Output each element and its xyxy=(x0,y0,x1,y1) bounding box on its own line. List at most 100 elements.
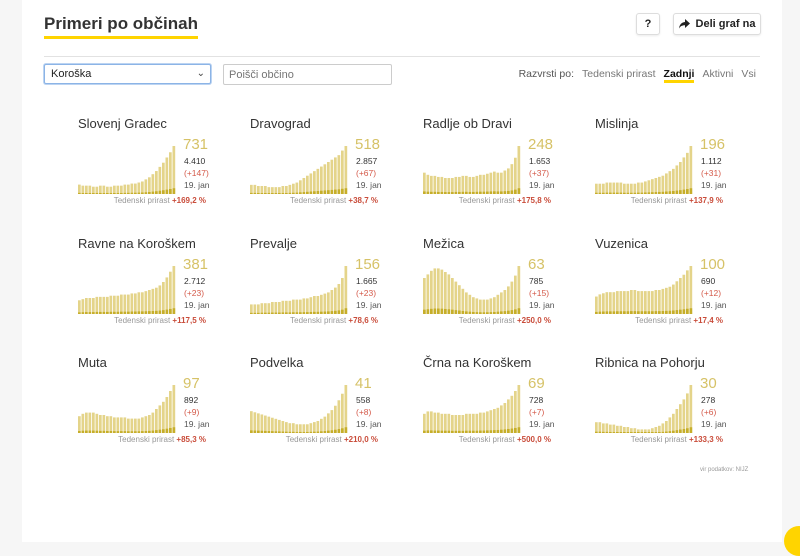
sparkline-bar-new xyxy=(644,311,647,314)
sparkline-bar xyxy=(486,173,489,194)
sparkline-bar-new xyxy=(130,431,134,433)
sparkline-bar-new xyxy=(496,429,500,433)
sparkline-bar xyxy=(278,419,281,433)
weekly-growth-label: Tedenski prirast xyxy=(458,316,515,325)
sparkline-bar xyxy=(644,291,647,314)
municipality-card[interactable]: Mislinja 196 1.112 (+31) 19. jan Tedenski pri… xyxy=(595,116,760,216)
municipality-card[interactable]: Vuzenica 100 690 (+12) 19. jan Tedenski prira… xyxy=(595,236,760,336)
sparkline-bar-new xyxy=(619,311,623,314)
sparkline-bar xyxy=(465,175,468,194)
sparkline-bar-new xyxy=(169,188,172,194)
sparkline-bar xyxy=(619,182,623,194)
sparkline-bar-new xyxy=(465,191,468,194)
municipality-card[interactable]: Ribnica na Pohorju 30 278 (+6) 19. jan Tedens… xyxy=(595,355,760,455)
sparkline-bar xyxy=(430,175,433,194)
sparkline-chart xyxy=(78,385,176,433)
sparkline-bar xyxy=(682,399,686,433)
sparkline-bar-new xyxy=(341,188,344,194)
sparkline-bar-new xyxy=(503,191,507,194)
sparkline-bar xyxy=(602,293,605,314)
sparkline-bar-new xyxy=(165,428,169,433)
last-date: 19. jan xyxy=(356,419,382,429)
sparkline-bar xyxy=(120,185,123,194)
sparkline-bar xyxy=(81,299,85,314)
corner-badge[interactable] xyxy=(784,526,800,556)
sparkline-bar xyxy=(344,266,348,314)
sparkline-bar xyxy=(661,175,665,194)
sparkline-bar xyxy=(689,146,693,194)
sparkline-bar-new xyxy=(134,431,137,433)
share-button[interactable]: Deli graf na xyxy=(673,13,761,35)
sort-option-zadnji[interactable]: Zadnji xyxy=(663,68,695,83)
sparkline-bar-new xyxy=(612,431,616,433)
weekly-growth-label: Tedenski prirast xyxy=(458,435,515,444)
sparkline-bar-new xyxy=(330,189,334,194)
municipality-card[interactable]: Muta 97 892 (+9) 19. jan Tedenski prirast +85… xyxy=(78,355,243,455)
sparkline-bar xyxy=(257,304,260,314)
sparkline-bar xyxy=(496,172,500,194)
sparkline-bar-new xyxy=(169,308,172,314)
sparkline-bar-new xyxy=(605,311,609,314)
municipality-card[interactable]: Prevalje 156 1.665 (+23) 19. jan Tedenski pri… xyxy=(250,236,415,336)
sparkline-bar-new xyxy=(113,431,116,433)
weekly-growth-label: Tedenski prirast xyxy=(113,196,170,205)
sort-option-vsi[interactable]: Vsi xyxy=(741,68,756,80)
sparkline-bar xyxy=(130,293,134,314)
search-input[interactable] xyxy=(223,64,392,85)
sparkline-bar xyxy=(253,304,257,314)
sparkline-bar-new xyxy=(123,431,127,433)
sparkline-bar xyxy=(158,285,162,314)
region-select[interactable]: Koroška ⌄ xyxy=(44,64,211,84)
municipality-card[interactable]: Podvelka 41 558 (+8) 19. jan Tedenski prirast… xyxy=(250,355,415,455)
sparkline-bar-new xyxy=(320,311,323,314)
sort-option-tedenski-prirast[interactable]: Tedenski prirast xyxy=(582,68,656,80)
share-icon xyxy=(678,19,690,29)
municipality-card[interactable]: Črna na Koroškem 69 728 (+7) 19. jan Tedenski… xyxy=(423,355,588,455)
municipality-card[interactable]: Ravne na Koroškem 381 2.712 (+23) 19. jan Ted… xyxy=(78,236,243,336)
sparkline-bar xyxy=(430,270,433,314)
weekly-growth: Tedenski prirast +78,6 % xyxy=(290,316,378,325)
municipality-card[interactable]: Dravograd 518 2.857 (+67) 19. jan Tedenski pr… xyxy=(250,116,415,216)
sparkline-bar xyxy=(165,397,169,433)
sparkline-bar xyxy=(651,428,654,433)
sparkline-bar xyxy=(116,295,120,314)
municipality-name: Mislinja xyxy=(595,116,639,131)
sparkline-bar-new xyxy=(78,192,81,194)
sparkline-bar xyxy=(264,303,267,314)
sparkline-bar xyxy=(437,268,440,314)
municipality-card[interactable]: Slovenj Gradec 731 4.410 (+147) 19. jan Teden… xyxy=(78,116,243,216)
help-button[interactable]: ? xyxy=(636,13,660,35)
municipality-card[interactable]: Radlje ob Dravi 248 1.653 (+37) 19. jan Teden… xyxy=(423,116,588,216)
municipality-name: Muta xyxy=(78,355,107,370)
sparkline-bar xyxy=(616,425,619,433)
sparkline-bar-new xyxy=(274,312,278,314)
sparkline-bar xyxy=(430,411,433,433)
sort-option-aktivni[interactable]: Aktivni xyxy=(702,68,734,80)
sparkline-bar-new xyxy=(267,431,271,433)
sparkline-bar xyxy=(486,299,489,314)
sparkline-bar-new xyxy=(605,431,609,433)
municipality-card[interactable]: Mežica 63 785 (+15) 19. jan Tedenski prirast … xyxy=(423,236,588,336)
sparkline-bar-new xyxy=(623,432,626,433)
total-cases: 558 xyxy=(356,395,371,405)
sparkline-bar xyxy=(316,421,320,433)
sparkline-bar-new xyxy=(271,312,274,314)
sparkline-bar-new xyxy=(81,193,85,194)
sparkline-bar-new xyxy=(503,311,507,314)
sparkline-bar-new xyxy=(92,312,95,314)
sparkline-bar xyxy=(465,413,468,433)
sparkline-bar xyxy=(479,299,482,314)
sparkline-bar-new xyxy=(306,312,309,314)
sparkline-bar-new xyxy=(686,308,689,314)
daily-change: (+37) xyxy=(529,168,550,178)
sparkline-bar-new xyxy=(496,191,500,194)
sparkline-bar xyxy=(496,294,500,314)
sparkline-bar-new xyxy=(116,431,120,433)
sparkline-bar xyxy=(127,184,130,194)
sparkline-bar xyxy=(271,187,274,194)
sparkline-bar xyxy=(130,418,134,433)
sparkline-bar-new xyxy=(295,192,299,194)
sparkline-bar-new xyxy=(165,309,169,314)
weekly-growth: Tedenski prirast +250,0 % xyxy=(459,316,551,325)
sparkline-bar-new xyxy=(92,430,95,433)
